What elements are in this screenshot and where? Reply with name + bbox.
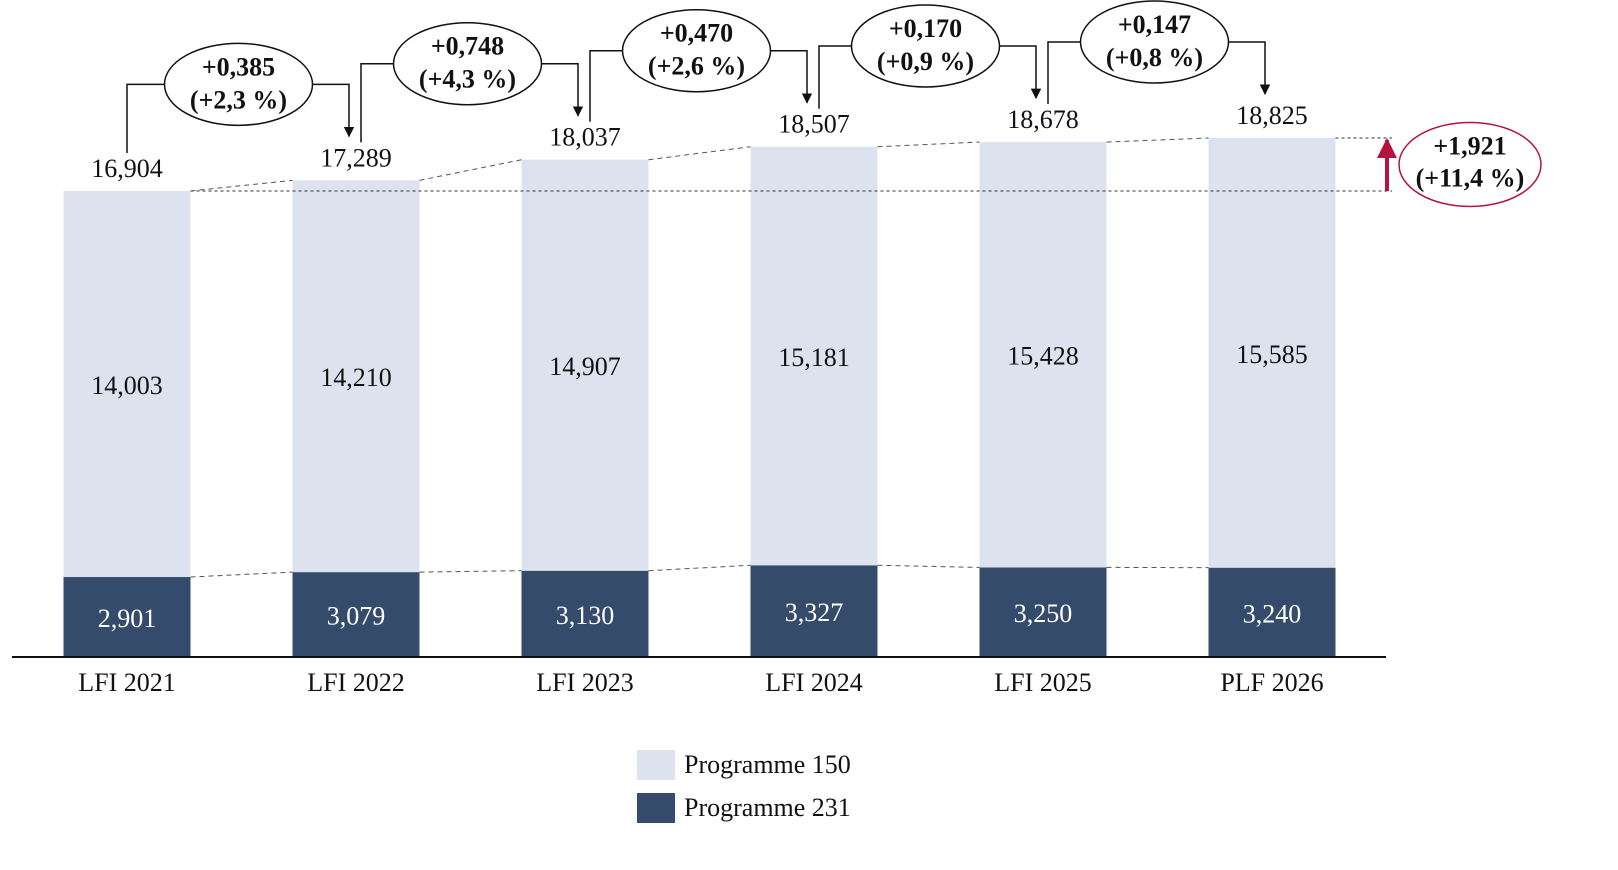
change-pct: (+2,6 %)	[648, 52, 745, 81]
x-tick-label: LFI 2021	[78, 668, 176, 697]
change-bracket	[126, 83, 165, 153]
connector-line	[419, 159, 522, 181]
connector-line	[190, 179, 293, 192]
overall-bubble	[1398, 121, 1542, 208]
change-arrow	[312, 83, 355, 138]
change-arrow	[999, 45, 1042, 100]
change-arrow	[770, 50, 813, 104]
value-label: 14,003	[91, 371, 163, 400]
bar-segment	[292, 180, 420, 573]
change-bracket	[818, 45, 852, 109]
value-label: 2,901	[98, 604, 157, 633]
change-pct: (+4,3 %)	[419, 65, 516, 94]
change-value: +0,385	[202, 52, 275, 81]
overall-value: +1,921	[1433, 131, 1506, 160]
bar-segment	[1208, 137, 1336, 568]
change-value: +0,748	[431, 32, 504, 61]
change-arrow	[541, 62, 584, 117]
value-label: 3,250	[1014, 599, 1073, 628]
change-pct: (+0,8 %)	[1106, 43, 1203, 72]
bar-segment	[521, 159, 649, 571]
value-label: 15,181	[778, 343, 850, 372]
connector-line	[877, 564, 980, 568]
legend-label: Programme 231	[684, 793, 851, 822]
value-label: 3,327	[785, 598, 844, 627]
total-label: 18,678	[1007, 105, 1079, 134]
change-bubble	[163, 42, 314, 127]
x-tick-label: LFI 2024	[765, 668, 863, 697]
change-pct: (+2,3 %)	[190, 85, 287, 114]
value-label: 3,240	[1243, 599, 1302, 628]
legend-swatch	[637, 750, 675, 780]
value-label: 15,585	[1236, 340, 1308, 369]
bar-segment	[750, 146, 878, 566]
legend-label: Programme 150	[684, 750, 851, 779]
change-bubble	[392, 21, 543, 106]
bar-segment	[979, 142, 1107, 568]
bar-segment	[1208, 567, 1336, 657]
connector-line	[190, 571, 293, 578]
change-bracket	[1047, 41, 1081, 105]
total-label: 18,825	[1236, 101, 1308, 130]
bar-segment	[750, 565, 878, 657]
bar-segment	[63, 577, 191, 657]
change-bracket	[360, 62, 394, 143]
bar-segment	[292, 572, 420, 657]
value-label: 14,210	[320, 363, 392, 392]
change-pct: (+0,9 %)	[877, 47, 974, 76]
total-label: 17,289	[320, 143, 392, 172]
connector-line	[1106, 137, 1209, 143]
change-bubble	[850, 4, 1001, 88]
bar-segment	[521, 570, 649, 657]
change-bubble	[621, 9, 772, 93]
value-label: 14,907	[549, 352, 621, 381]
value-label: 15,428	[1007, 342, 1079, 371]
total-label: 18,037	[549, 123, 621, 152]
connector-line	[877, 141, 980, 148]
bar-segment	[979, 567, 1107, 657]
x-tick-label: LFI 2022	[307, 668, 405, 697]
bar-segment	[63, 190, 191, 578]
change-value: +0,147	[1118, 10, 1191, 39]
change-bubble	[1079, 0, 1230, 84]
total-label: 18,507	[778, 110, 850, 139]
x-tick-label: PLF 2026	[1220, 668, 1323, 697]
change-value: +0,470	[660, 19, 733, 48]
legend-swatch	[637, 793, 675, 823]
change-value: +0,170	[889, 14, 962, 43]
connector-line	[419, 570, 522, 573]
change-arrow	[1228, 41, 1271, 96]
x-tick-label: LFI 2023	[536, 668, 634, 697]
connector-line	[648, 564, 751, 572]
overall-pct: (+11,4 %)	[1416, 163, 1525, 192]
connector-line	[648, 146, 751, 161]
total-label: 16,904	[91, 154, 163, 183]
value-label: 3,130	[556, 601, 615, 630]
value-label: 3,079	[327, 602, 386, 631]
x-tick-label: LFI 2025	[994, 668, 1092, 697]
change-bracket	[589, 50, 623, 122]
